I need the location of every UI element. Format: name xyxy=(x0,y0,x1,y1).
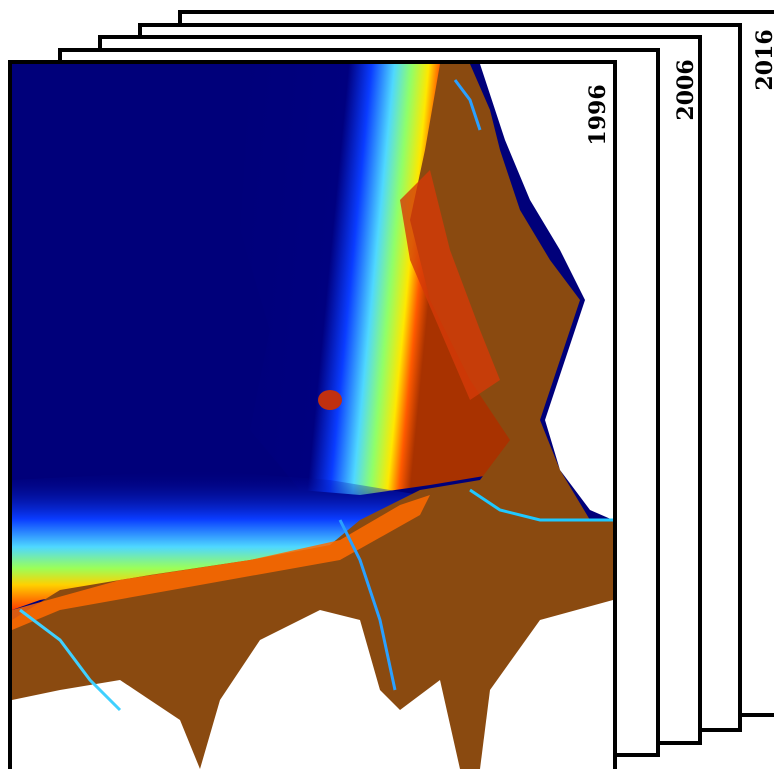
figure: 1996 2006 2016 xyxy=(0,0,774,769)
year-label: 2006 xyxy=(673,59,699,120)
year-label: 2016 xyxy=(752,29,774,90)
bathymetry-map xyxy=(12,64,613,769)
year-label: 1996 xyxy=(585,84,611,145)
